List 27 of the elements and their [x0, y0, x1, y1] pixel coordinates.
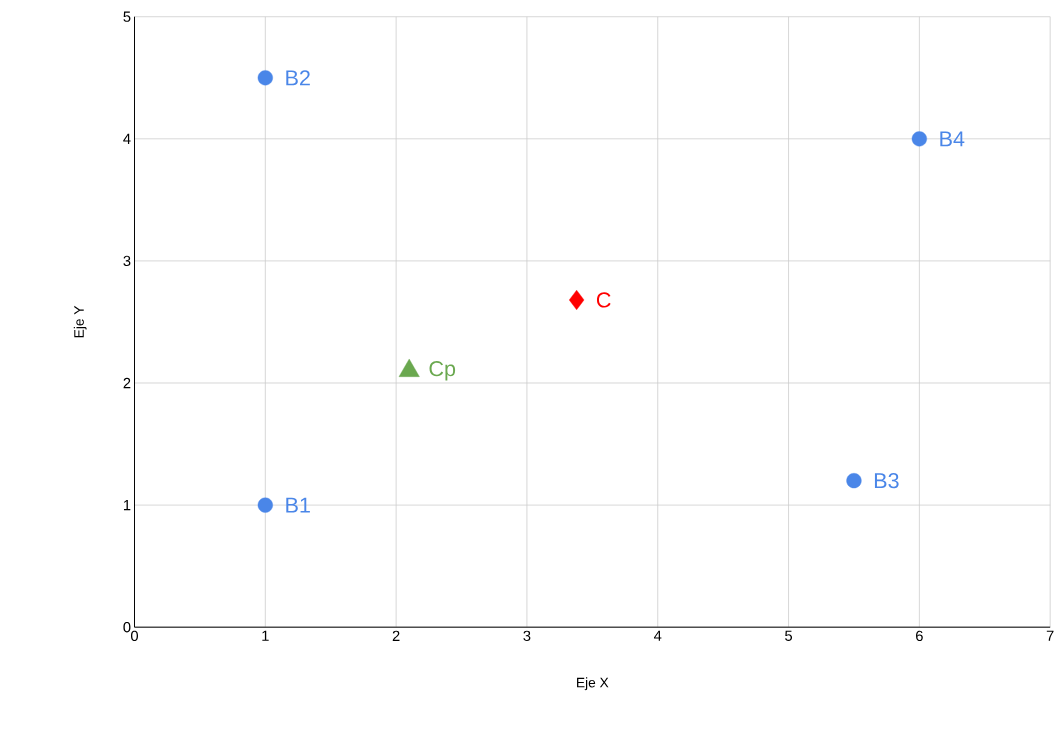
point — [257, 497, 273, 513]
y-tick-label: 3 — [123, 255, 131, 266]
x-tick-label: 4 — [653, 630, 662, 641]
point — [257, 70, 273, 86]
x-tick-label: 3 — [523, 630, 531, 641]
y-tick-label: 5 — [123, 11, 131, 22]
x-tick-label: 7 — [1046, 630, 1054, 641]
y-tick-label: 1 — [123, 499, 131, 510]
point — [911, 131, 927, 147]
x-axis-title: Eje X — [577, 677, 609, 690]
series-label: B3 — [874, 472, 899, 489]
x-tick-label: 0 — [130, 630, 139, 641]
series-label: B2 — [286, 70, 310, 86]
y-tick-label: 0 — [123, 621, 131, 633]
series-label: Cp — [429, 360, 456, 381]
x-tick-label: 1 — [262, 630, 269, 641]
y-tick-label: 2 — [123, 377, 131, 388]
x-tick-label: 2 — [392, 630, 400, 641]
series-label: B1 — [286, 497, 310, 513]
y-axis-title: Eje Y — [73, 305, 87, 338]
point — [569, 289, 585, 310]
x-tick-label: 6 — [916, 630, 923, 641]
series-label: B4 — [940, 131, 965, 147]
x-tick-label: 5 — [785, 630, 793, 641]
point — [846, 472, 862, 489]
y-tick-label: 4 — [123, 133, 131, 144]
series-label: C — [596, 292, 611, 308]
